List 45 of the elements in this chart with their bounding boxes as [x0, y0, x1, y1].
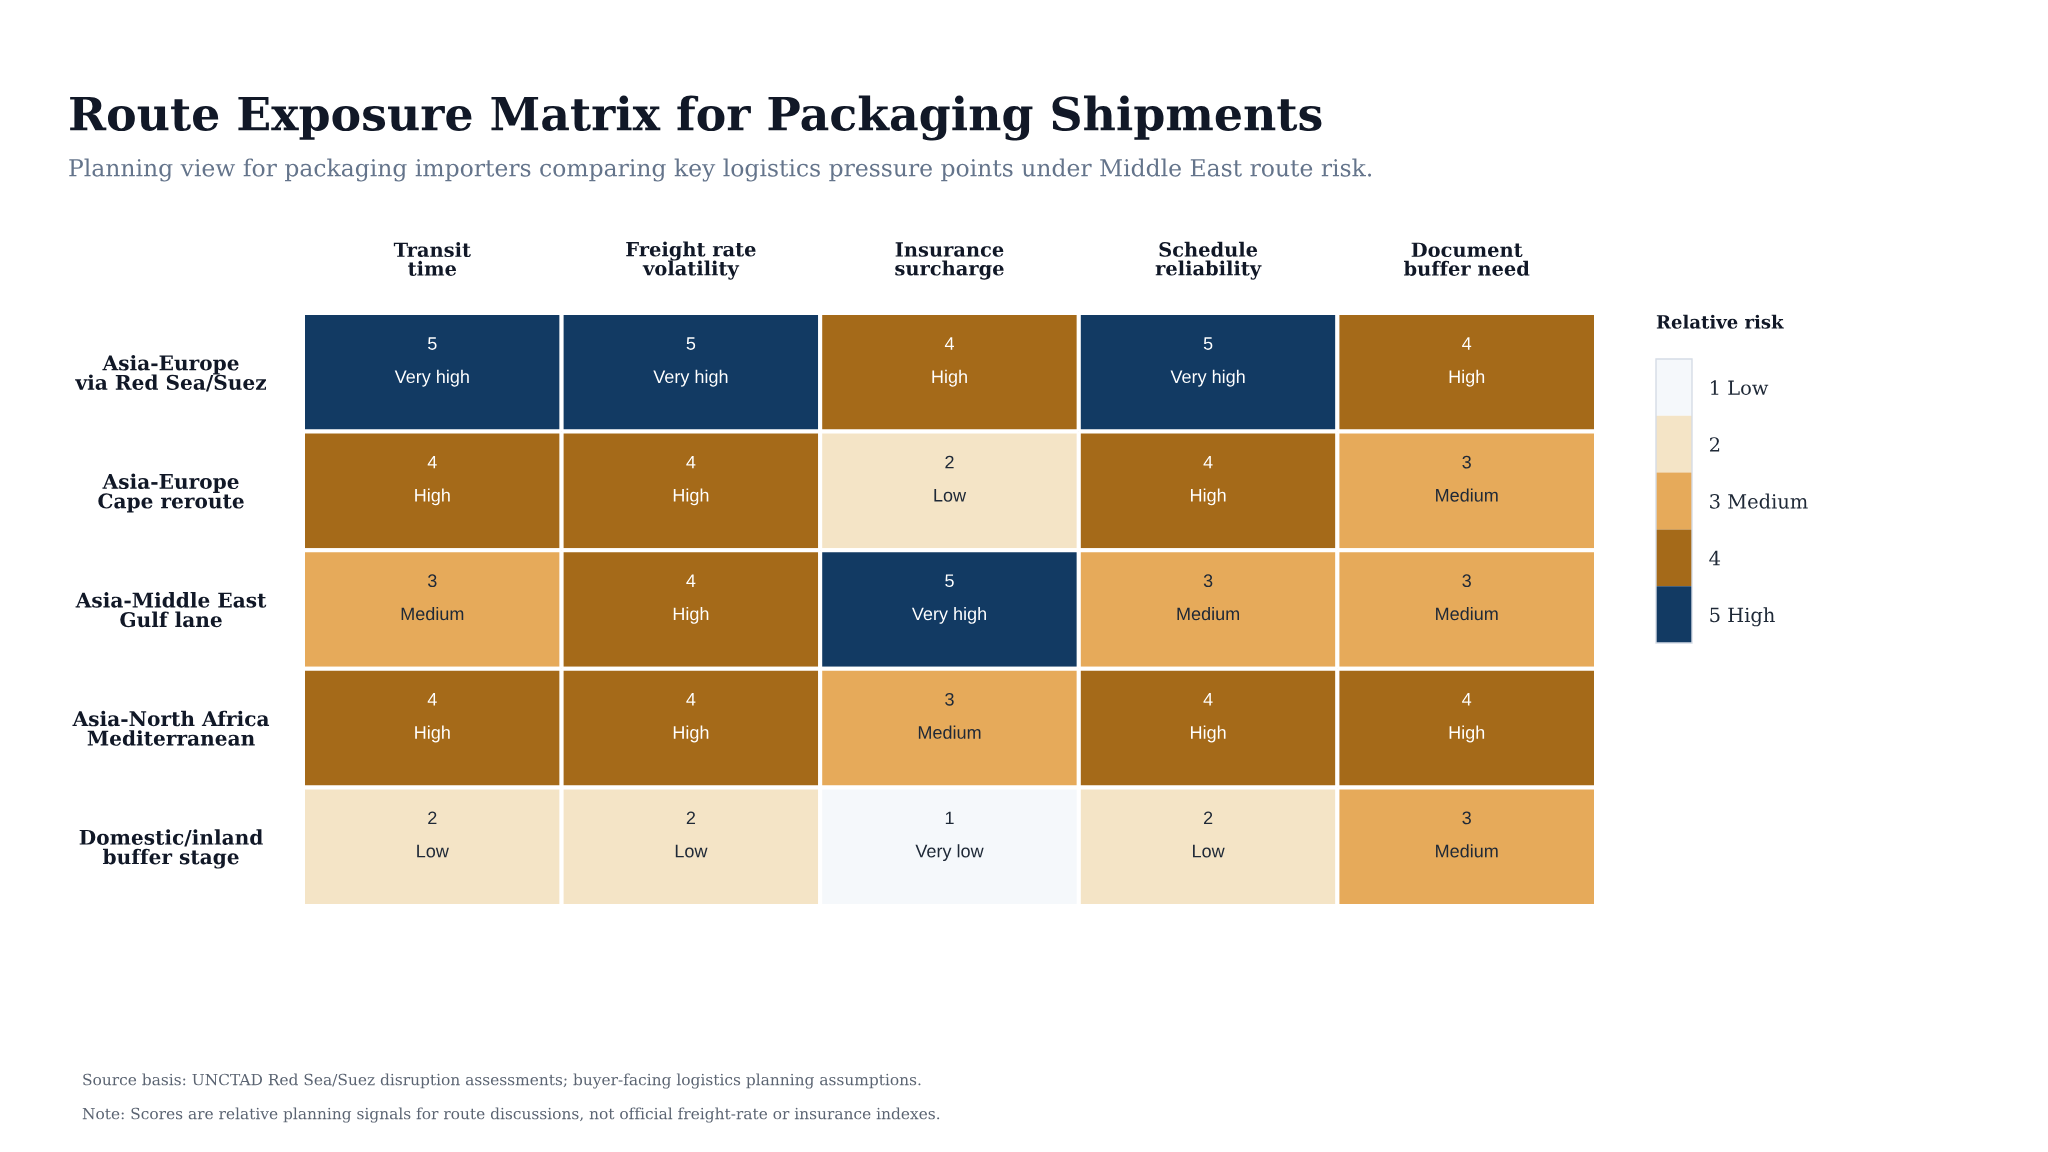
color-bar-label: 4 — [1709, 550, 1721, 566]
data-label: 5 Very high — [394, 337, 469, 387]
source-note: Source basis: UNCTAD Red Sea/Suez disruption assessments; buyer-facing logistics planning assumptions. — [83, 1073, 921, 1089]
data-label: 3 Medium — [1436, 811, 1498, 858]
y-tick-label: Asia-Europe via Red Sea/Suez — [75, 354, 266, 392]
color-bar-label: 3 Medium — [1710, 493, 1808, 509]
chart-subtitle: Planning view for packaging importers comparing key logistics pressure points under Middle East route risk. — [69, 158, 1372, 182]
data-label: 5 Very high — [653, 337, 728, 387]
y-tick-label: Domestic/inland buffer stage — [79, 829, 263, 869]
chart-title: Route Exposure Matrix for Packaging Shipments — [70, 95, 1322, 141]
text: Note: Scores are relative planning signals for route discussions, not official freight-rate or insurance indexes. — [82, 1107, 940, 1123]
x-tick-label: Freight rate volatility — [626, 241, 756, 280]
data-label: 4 High — [1449, 337, 1485, 387]
x-tick-label: Document buffer need — [1403, 242, 1530, 276]
x-tick-label: Transit time — [393, 242, 471, 276]
y-tick-label: Asia-Middle East Gulf lane — [75, 592, 267, 628]
data-label: 4 High — [673, 455, 709, 506]
data-label: 5 Very high — [1170, 337, 1245, 387]
data-label: 2 Low — [934, 455, 967, 502]
data-label: 3 Medium — [1436, 574, 1498, 621]
data-label: 5 Very high — [911, 574, 986, 624]
data-label: 4 High — [673, 574, 709, 624]
data-label: 4 High — [1191, 693, 1226, 743]
data-label: 4 High — [415, 693, 450, 743]
color-bar-label: 1 Low — [1711, 380, 1769, 396]
color-bar-title: Relative risk — [1656, 314, 1784, 329]
data-label: 4 High — [415, 455, 450, 506]
y-tick-label: Asia-Europe Cape reroute — [98, 473, 244, 513]
data-label: 4 High — [1191, 455, 1226, 506]
data-label: 4 High — [673, 693, 709, 743]
x-tick-label: Insurance surcharge — [895, 242, 1004, 280]
data-label: 3 Medium — [1177, 574, 1240, 621]
data-label: 2 Low — [417, 811, 449, 858]
data-label: 4 High — [1449, 693, 1485, 743]
color-bar-label: 2 — [1709, 437, 1720, 452]
data-label: 2 Low — [1193, 811, 1225, 858]
data-label: 2 Low — [675, 811, 708, 858]
data-label: 4 High — [932, 337, 967, 387]
data-label: 3 Medium — [401, 574, 464, 621]
data-label: 3 Medium — [918, 692, 981, 739]
color-bar-label: 5 High — [1710, 607, 1775, 627]
data-label: 3 Medium — [1436, 455, 1498, 502]
y-tick-label: Asia-North Africa Mediterranean — [72, 710, 270, 746]
x-tick-label: Schedule reliability — [1155, 241, 1262, 280]
data-label: 1 Very low — [915, 811, 984, 862]
